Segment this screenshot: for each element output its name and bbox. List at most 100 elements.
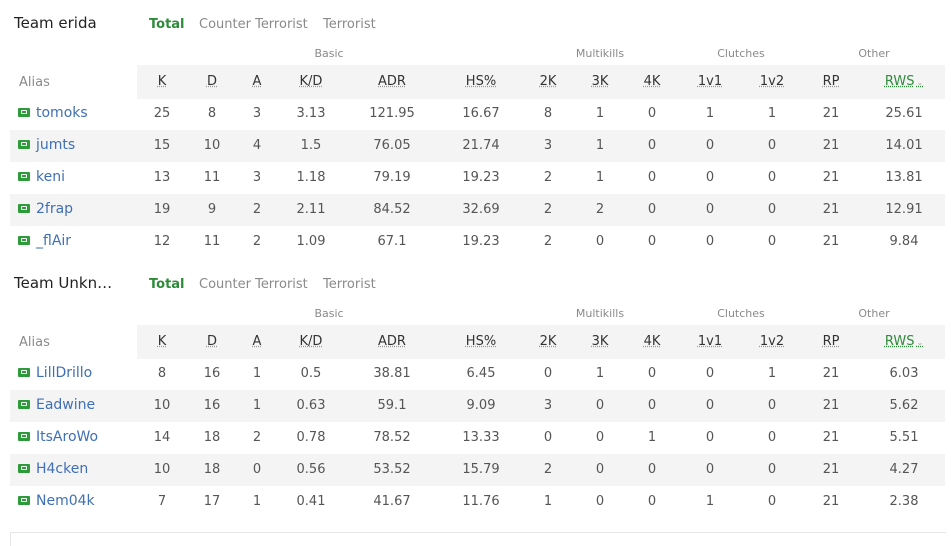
- column-header-4k[interactable]: 4K: [622, 74, 682, 89]
- stat-rp: 21: [822, 494, 840, 509]
- stat-2k: 2: [543, 170, 553, 185]
- column-header-1v1[interactable]: 1v1: [680, 74, 740, 89]
- stat-3k: 1: [595, 170, 605, 185]
- sort-chevron-icon: ⌄: [916, 338, 924, 347]
- stat-2k: 2: [543, 202, 553, 217]
- stat-2k: 8: [543, 106, 553, 121]
- column-header-rp[interactable]: RP: [801, 74, 861, 89]
- player-link[interactable]: tomoks: [18, 105, 88, 121]
- player-link[interactable]: H4cken: [18, 461, 88, 477]
- player-link[interactable]: 2frap: [18, 201, 73, 217]
- stat-hs: 11.76: [462, 494, 500, 509]
- stat-k: 7: [157, 494, 167, 509]
- stat-k: 12: [153, 234, 171, 249]
- column-header-3k[interactable]: 3K: [570, 334, 630, 349]
- column-header-label: RP: [822, 74, 840, 89]
- stat-1v2: 0: [767, 170, 777, 185]
- team-name: Team Unkn…: [14, 274, 113, 292]
- stat-rws: 9.84: [889, 234, 919, 249]
- column-header-adr[interactable]: ADR: [362, 334, 422, 349]
- column-header-a[interactable]: A: [227, 74, 287, 89]
- column-header-label: ADR: [378, 334, 406, 349]
- column-header-kd[interactable]: K/D: [281, 74, 341, 89]
- stat-2k: 2: [543, 234, 553, 249]
- column-header-rws[interactable]: RWS ⌄: [874, 74, 934, 89]
- column-header-label: HS%: [465, 74, 497, 89]
- alias-header: Alias: [19, 75, 50, 90]
- country-flag-icon: [18, 140, 30, 149]
- stat-1v2: 1: [767, 366, 777, 381]
- player-link[interactable]: ItsAroWo: [18, 429, 98, 445]
- stat-1v1: 0: [705, 170, 715, 185]
- stat-4k: 0: [647, 202, 657, 217]
- column-header-hs[interactable]: HS%: [451, 334, 511, 349]
- column-header-k[interactable]: K: [132, 74, 192, 89]
- stat-adr: 78.52: [373, 430, 411, 445]
- column-header-3k[interactable]: 3K: [570, 74, 630, 89]
- stat-d: 16: [203, 366, 221, 381]
- stat-d: 17: [203, 494, 221, 509]
- column-header-label: RP: [822, 334, 840, 349]
- player-link[interactable]: keni: [18, 169, 65, 185]
- column-header-hs[interactable]: HS%: [451, 74, 511, 89]
- stat-4k: 1: [647, 430, 657, 445]
- tab-terrorist[interactable]: Terrorist: [323, 277, 376, 292]
- stat-d: 18: [203, 462, 221, 477]
- column-header-2k[interactable]: 2K: [518, 334, 578, 349]
- player-link[interactable]: Eadwine: [18, 397, 95, 413]
- group-label-other: Other: [858, 307, 890, 320]
- stat-rp: 21: [822, 430, 840, 445]
- column-header-2k[interactable]: 2K: [518, 74, 578, 89]
- column-header-label: K/D: [299, 334, 323, 349]
- column-header-label: HS%: [465, 334, 497, 349]
- column-header-d[interactable]: D: [182, 74, 242, 89]
- column-header-1v1[interactable]: 1v1: [680, 334, 740, 349]
- column-header-a[interactable]: A: [227, 334, 287, 349]
- tab-total[interactable]: Total: [149, 17, 185, 32]
- column-header-kd[interactable]: K/D: [281, 334, 341, 349]
- country-flag-icon: [18, 464, 30, 473]
- player-link[interactable]: _flAir: [18, 233, 71, 249]
- stat-a: 1: [252, 398, 262, 413]
- stat-kd: 2.11: [296, 202, 326, 217]
- country-flag-icon: [18, 496, 30, 505]
- column-header-adr[interactable]: ADR: [362, 74, 422, 89]
- group-label-clutches: Clutches: [717, 47, 765, 60]
- player-link[interactable]: jumts: [18, 137, 75, 153]
- stat-rp: 21: [822, 106, 840, 121]
- column-header-label: 3K: [591, 334, 609, 349]
- column-header-label: 1v2: [759, 334, 785, 349]
- player-link[interactable]: LillDrillo: [18, 365, 92, 381]
- country-flag-icon: [18, 236, 30, 245]
- tab-total[interactable]: Total: [149, 277, 185, 292]
- tab-counter-terrorist[interactable]: Counter Terrorist: [199, 17, 308, 32]
- column-header-rws[interactable]: RWS ⌄: [874, 334, 934, 349]
- stat-3k: 0: [595, 398, 605, 413]
- column-header-4k[interactable]: 4K: [622, 334, 682, 349]
- stat-d: 10: [203, 138, 221, 153]
- stat-kd: 0.41: [296, 494, 326, 509]
- tab-terrorist[interactable]: Terrorist: [323, 17, 376, 32]
- stat-rp: 21: [822, 462, 840, 477]
- player-alias: Nem04k: [36, 493, 95, 509]
- stat-d: 8: [207, 106, 217, 121]
- column-header-k[interactable]: K: [132, 334, 192, 349]
- stat-a: 3: [252, 106, 262, 121]
- column-header-d[interactable]: D: [182, 334, 242, 349]
- stat-adr: 121.95: [369, 106, 415, 121]
- column-header-rp[interactable]: RP: [801, 334, 861, 349]
- column-header-label: 3K: [591, 74, 609, 89]
- team-name: Team erida: [14, 14, 97, 32]
- column-header-1v2[interactable]: 1v2: [742, 74, 802, 89]
- column-header-label: RWS: [884, 334, 915, 349]
- column-header-1v2[interactable]: 1v2: [742, 334, 802, 349]
- player-link[interactable]: Nem04k: [18, 493, 95, 509]
- stat-rws: 12.91: [885, 202, 923, 217]
- stat-adr: 59.1: [377, 398, 407, 413]
- stat-rws: 14.01: [885, 138, 923, 153]
- stat-rp: 21: [822, 170, 840, 185]
- stat-kd: 0.78: [296, 430, 326, 445]
- stat-adr: 79.19: [373, 170, 411, 185]
- stat-4k: 0: [647, 398, 657, 413]
- tab-counter-terrorist[interactable]: Counter Terrorist: [199, 277, 308, 292]
